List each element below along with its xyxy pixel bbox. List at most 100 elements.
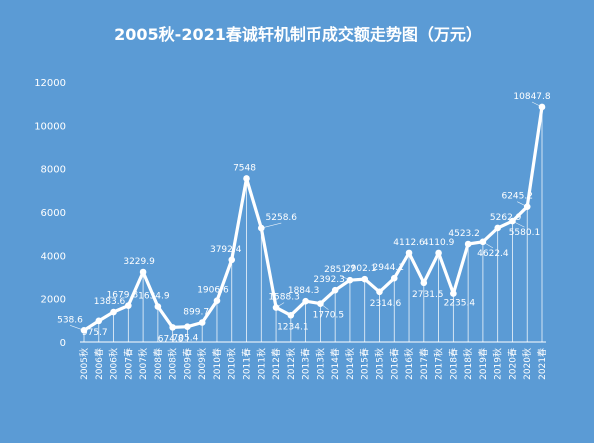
label-leader xyxy=(261,222,282,229)
data-point xyxy=(139,268,147,276)
x-tick-label: 2007秋 xyxy=(137,348,149,380)
x-tick-label: 2011秋 xyxy=(255,348,267,380)
x-tick-label: 2008秋 xyxy=(167,348,179,380)
data-label: 2392.3 xyxy=(313,275,345,285)
data-label: 1906.6 xyxy=(197,286,229,296)
y-tick-label: 12000 xyxy=(34,78,66,89)
series-layer xyxy=(82,105,544,332)
x-tick-label: 2012春 xyxy=(270,348,282,380)
x-tick-label: 2013秋 xyxy=(314,348,326,380)
data-label: 1884.3 xyxy=(288,286,320,296)
data-label: 899.7 xyxy=(183,308,209,318)
x-tick-label: 2008春 xyxy=(152,348,164,380)
x-tick-label: 2005秋 xyxy=(78,348,90,380)
data-label: 5262.9 xyxy=(490,213,522,223)
x-tick-label: 2017秋 xyxy=(433,348,445,380)
data-point xyxy=(243,175,250,182)
x-tick-label: 2021春 xyxy=(536,348,548,380)
data-label: 3792.4 xyxy=(210,245,242,255)
data-point xyxy=(80,327,88,334)
data-point xyxy=(169,324,176,331)
data-point xyxy=(184,323,191,331)
x-tick-label: 2009秋 xyxy=(196,348,208,380)
data-points xyxy=(80,103,546,334)
data-point xyxy=(346,276,354,284)
data-label: 2314.6 xyxy=(370,299,402,309)
data-label: 6245.2 xyxy=(501,192,533,202)
data-point xyxy=(272,304,280,311)
x-tick-label: 2006秋 xyxy=(108,348,120,380)
data-point xyxy=(509,217,516,225)
x-tick-label: 2013春 xyxy=(300,348,312,380)
data-label: 1634.9 xyxy=(138,292,170,302)
data-label: 1679.8 xyxy=(107,291,139,301)
data-label: 5580.1 xyxy=(509,228,541,238)
x-tick-label: 2019秋 xyxy=(492,348,504,380)
data-label: 538.6 xyxy=(57,315,83,325)
data-point xyxy=(435,249,442,257)
x-tick-label: 2007春 xyxy=(122,348,134,380)
data-label: 674.8 xyxy=(158,334,184,344)
data-label: 2851.7 xyxy=(324,265,356,275)
x-tick-label: 2020春 xyxy=(506,348,518,380)
data-point xyxy=(125,302,132,309)
data-label: 2902.1 xyxy=(345,264,377,274)
data-label: 2731.5 xyxy=(412,290,444,300)
data-label: 4112.6 xyxy=(393,238,425,248)
x-tick-label: 2018秋 xyxy=(462,348,474,380)
x-tick-label: 2016秋 xyxy=(403,348,415,380)
data-point xyxy=(376,288,383,296)
data-label: 2944.1 xyxy=(373,263,405,273)
data-point xyxy=(110,308,117,316)
y-tick-label: 2000 xyxy=(41,295,66,306)
data-point xyxy=(523,203,531,210)
y-tick-label: 4000 xyxy=(41,251,66,262)
data-label: 5258.6 xyxy=(266,213,298,223)
y-tick-label: 10000 xyxy=(34,121,66,132)
data-point xyxy=(257,224,265,232)
data-label: 1383.6 xyxy=(94,297,126,307)
x-tick-label: 2014秋 xyxy=(344,348,356,380)
data-point xyxy=(450,290,457,297)
data-point xyxy=(538,103,546,111)
data-point xyxy=(331,286,339,294)
data-point xyxy=(420,279,428,287)
x-tick-label: 2014春 xyxy=(329,348,341,380)
data-point xyxy=(405,249,413,257)
data-point xyxy=(464,240,472,248)
data-point xyxy=(154,303,162,310)
x-tick-label: 2011春 xyxy=(241,348,253,380)
data-point xyxy=(228,256,236,264)
x-tick-label: 2012秋 xyxy=(285,348,297,380)
x-tick-label: 2017春 xyxy=(418,348,430,380)
data-label: 4622.4 xyxy=(477,249,509,259)
y-tick-label: 8000 xyxy=(41,165,66,176)
data-label: 4110.9 xyxy=(423,238,455,248)
data-point xyxy=(317,300,324,307)
data-label: 2235.4 xyxy=(444,299,476,309)
data-point xyxy=(302,297,309,305)
data-label: 1234.1 xyxy=(277,322,309,332)
data-point xyxy=(213,297,221,304)
data-point xyxy=(287,311,295,319)
x-tick-label: 2018春 xyxy=(447,348,459,380)
x-tick-label: 2010春 xyxy=(211,348,223,380)
data-label: 1588.3 xyxy=(268,293,300,303)
data-label: 7548 xyxy=(233,163,256,173)
data-point xyxy=(494,224,501,232)
x-tick-label: 2009春 xyxy=(181,348,193,380)
x-tick-label: 2015春 xyxy=(359,348,371,380)
series-line xyxy=(82,105,544,332)
data-point xyxy=(198,319,206,326)
data-label: 4523.2 xyxy=(448,229,480,239)
data-label: 10847.8 xyxy=(513,92,550,102)
data-label: 1770.5 xyxy=(313,311,345,321)
y-tick-label: 6000 xyxy=(41,208,66,219)
data-label: 705.4 xyxy=(173,334,199,344)
data-point xyxy=(390,274,398,282)
y-tick-label: 0 xyxy=(60,338,66,349)
x-tick-label: 2019春 xyxy=(477,348,489,380)
x-tick-label: 2006春 xyxy=(93,348,105,380)
x-axis: 2005秋 2006春 2006秋 2007春 2007秋 2008春 2008秋 2009春… xyxy=(78,348,548,380)
